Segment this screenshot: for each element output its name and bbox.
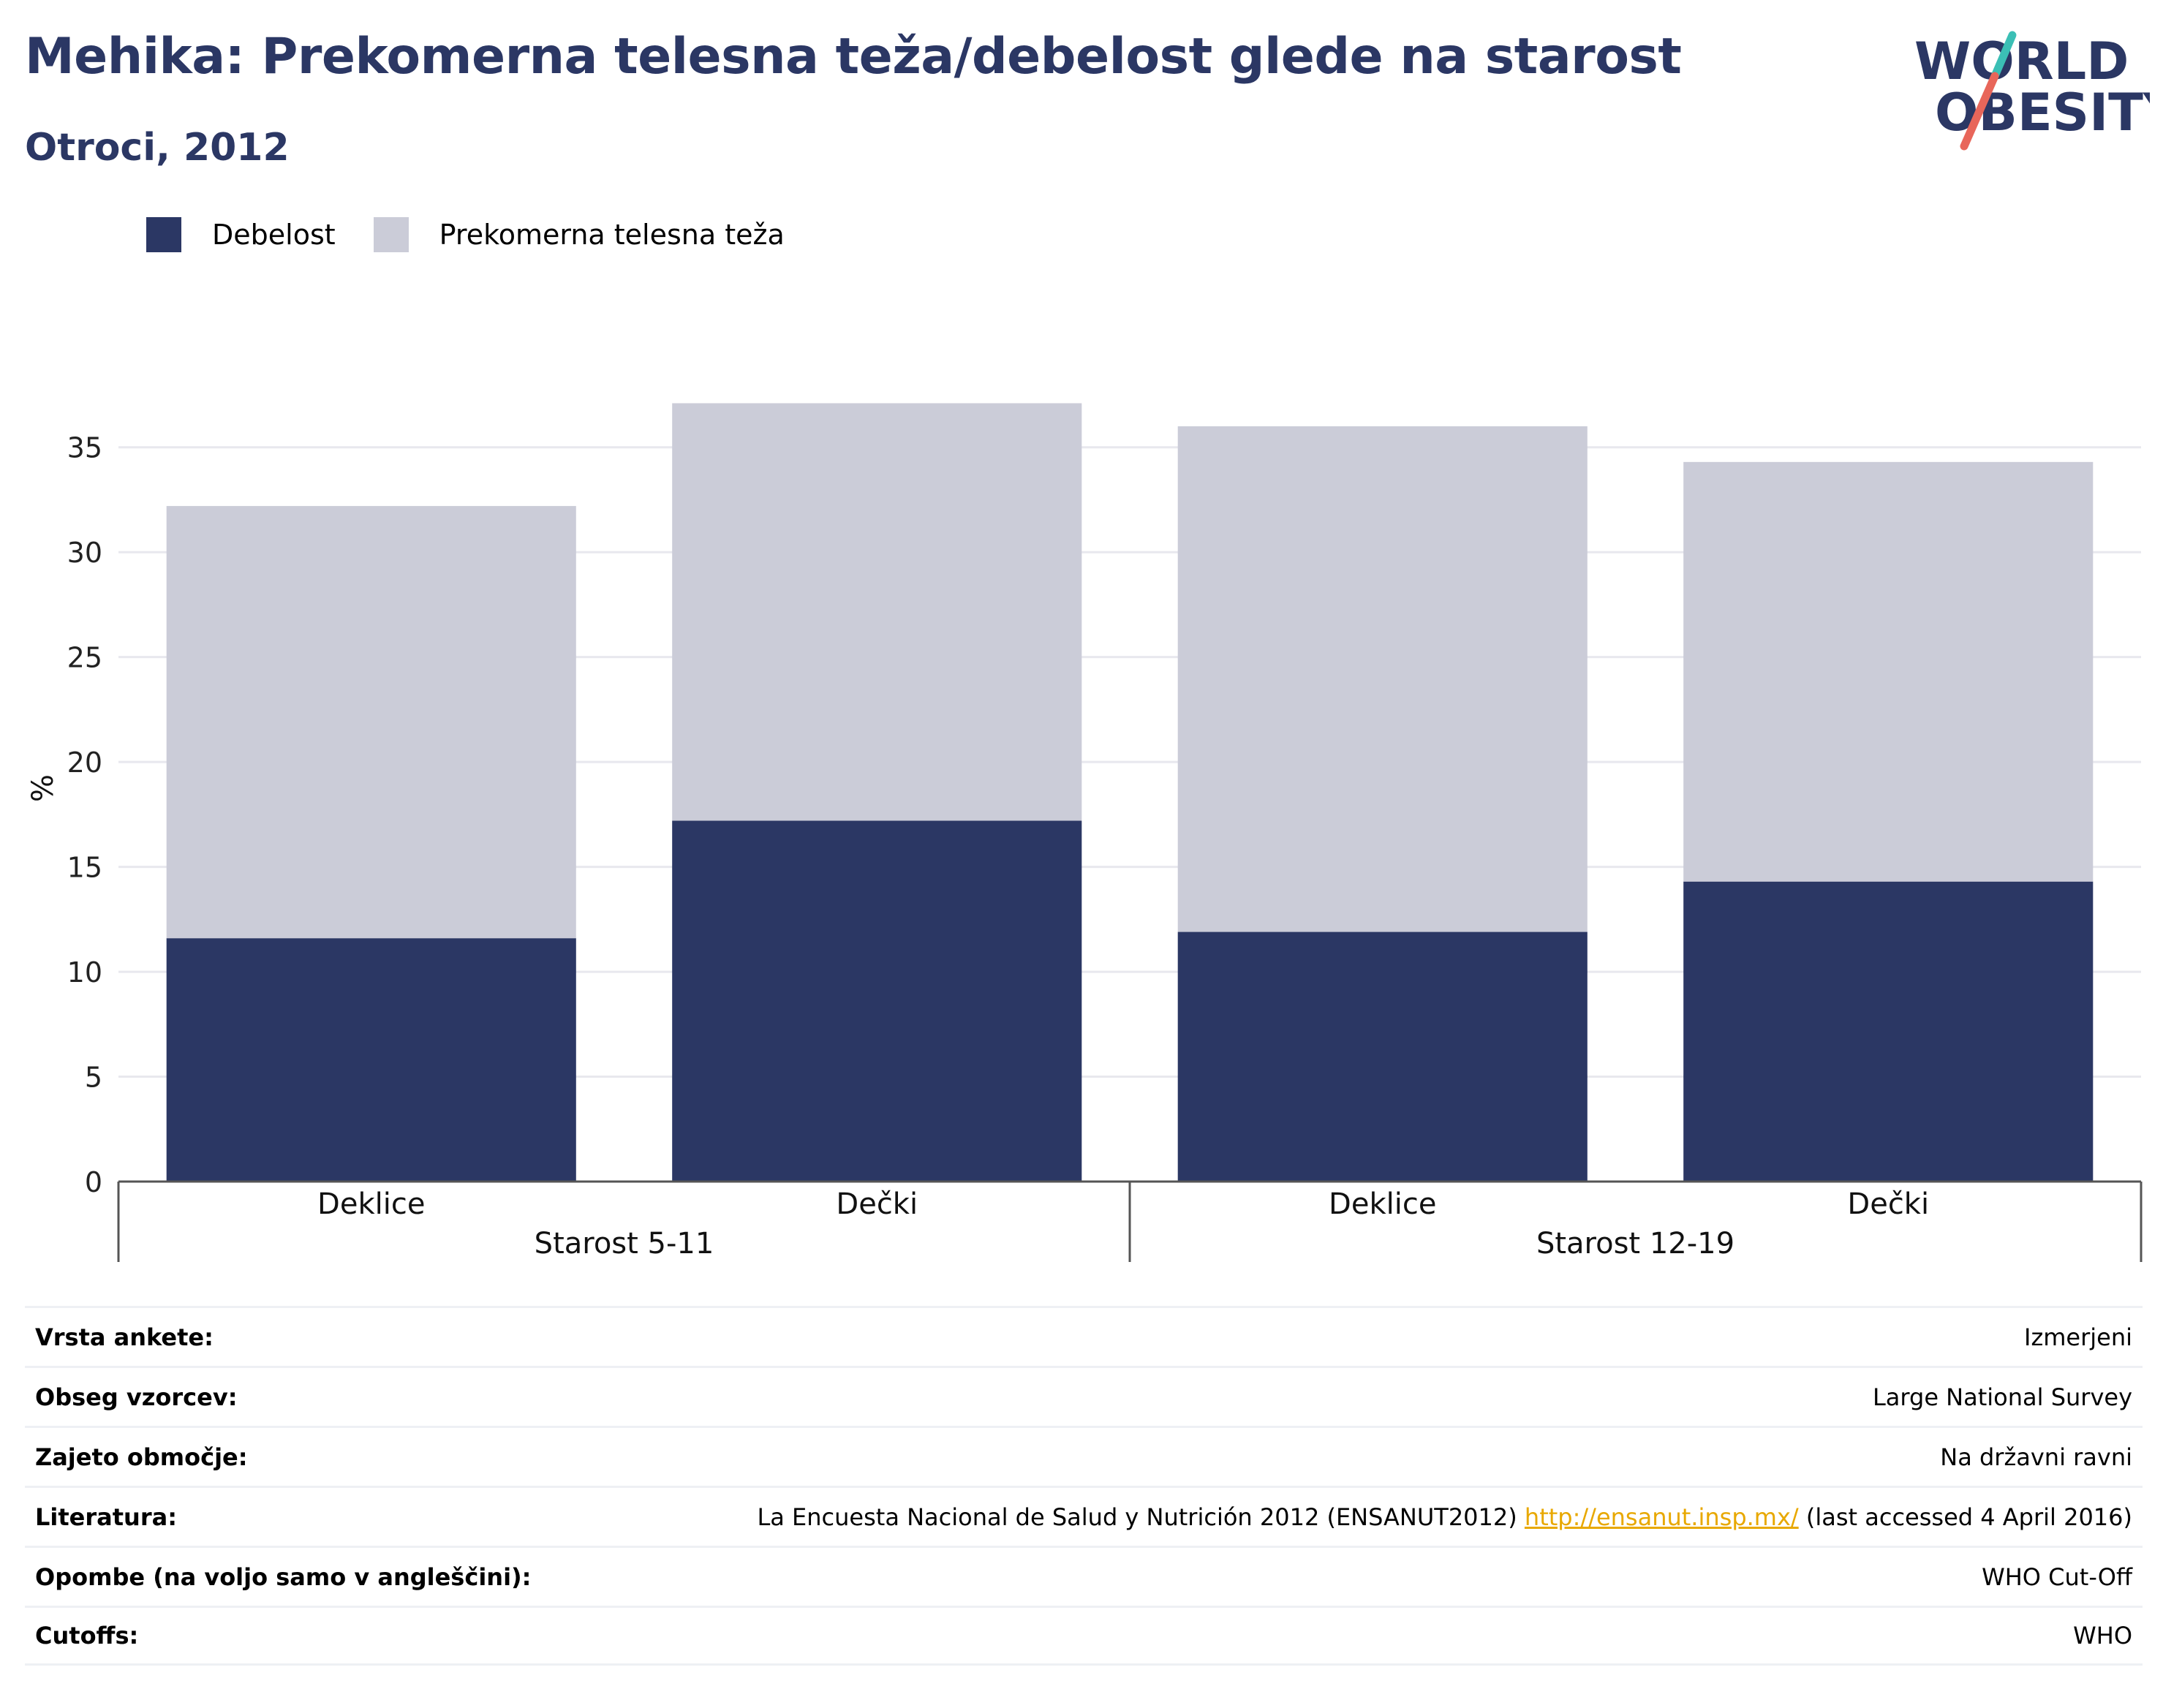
- info-row-survey-type: Vrsta ankete: Izmerjeni: [25, 1306, 2143, 1366]
- info-label: Zajeto območje:: [35, 1443, 248, 1471]
- bar-prekomerna: [1683, 461, 2094, 882]
- info-value-reference: La Encuesta Nacional de Salud y Nutrició…: [757, 1503, 2132, 1531]
- info-label: Literatura:: [35, 1503, 177, 1531]
- bar-debelost: [1177, 932, 1588, 1182]
- legend-item-prekomerna[interactable]: Prekomerna telesna teža: [373, 217, 785, 252]
- info-label: Vrsta ankete:: [35, 1323, 214, 1351]
- bar-debelost: [166, 938, 576, 1182]
- legend-label-prekomerna: Prekomerna telesna teža: [439, 219, 785, 251]
- x-tick-label: Dečki: [1847, 1187, 1929, 1221]
- x-tick-label: Deklice: [317, 1187, 425, 1221]
- reference-accessed: (last accessed 4 April 2016): [1805, 1503, 2132, 1531]
- info-row-cutoffs: Cutoffs: WHO: [25, 1606, 2143, 1666]
- stacked-bar-chart: 0 5 10 15 20 25 30 35% Deklice Dečki Deklice Dečki S…: [26, 403, 2143, 1262]
- legend-swatch-prekomerna: [373, 217, 409, 252]
- bar-debelost: [672, 820, 1082, 1182]
- y-tick-label: 10: [67, 956, 102, 989]
- chart-legend: Debelost Prekomerna telesna teža: [146, 216, 823, 253]
- x-tick-label: Deklice: [1329, 1187, 1436, 1221]
- legend-swatch-debelost: [146, 217, 181, 252]
- y-tick-label: 35: [67, 432, 102, 464]
- y-tick-label: 5: [85, 1062, 102, 1094]
- info-label: Cutoffs:: [35, 1622, 139, 1650]
- y-tick-label: 25: [67, 642, 102, 674]
- logo-slash-bottom: [1960, 72, 1999, 151]
- info-row-notes: Opombe (na voljo samo v angleščini): WHO…: [25, 1546, 2143, 1606]
- legend-label-debelost: Debelost: [212, 219, 336, 251]
- info-value: Na državni ravni: [1940, 1443, 2132, 1471]
- page-subtitle: Otroci, 2012: [25, 126, 290, 170]
- logo-slash-top: [1990, 31, 2017, 80]
- reference-link[interactable]: http://ensanut.insp.mx/: [1524, 1503, 1799, 1531]
- y-tick-label: 15: [67, 852, 102, 884]
- page-title: Mehika: Prekomerna telesna teža/debelost…: [25, 28, 1682, 86]
- reference-text: La Encuesta Nacional de Salud y Nutrició…: [757, 1503, 1517, 1531]
- bar-debelost: [1683, 881, 2094, 1182]
- x-tick-label: Dečki: [836, 1187, 918, 1221]
- bar-prekomerna: [1177, 426, 1588, 932]
- survey-info-table: Vrsta ankete: Izmerjeni Obseg vzorcev: L…: [25, 1306, 2143, 1666]
- group-label: Starost 5-11: [535, 1227, 714, 1261]
- info-label: Obseg vzorcev:: [35, 1383, 238, 1411]
- info-value: Izmerjeni: [2024, 1323, 2132, 1351]
- y-axis-label: %: [26, 774, 60, 802]
- info-row-sample-size: Obseg vzorcev: Large National Survey: [25, 1366, 2143, 1426]
- info-row-coverage: Zajeto območje: Na državni ravni: [25, 1426, 2143, 1486]
- bar-prekomerna: [672, 403, 1082, 821]
- y-tick-label: 30: [67, 537, 102, 569]
- legend-item-debelost[interactable]: Debelost: [146, 217, 336, 252]
- group-label: Starost 12-19: [1536, 1227, 1734, 1261]
- world-obesity-logo: WORLD OBESITY: [1914, 31, 2150, 151]
- info-value: Large National Survey: [1872, 1383, 2132, 1411]
- info-row-reference: Literatura: La Encuesta Nacional de Salu…: [25, 1486, 2143, 1546]
- info-label: Opombe (na voljo samo v angleščini):: [35, 1562, 532, 1591]
- y-tick-label: 0: [85, 1166, 102, 1198]
- info-value: WHO: [2073, 1622, 2132, 1650]
- logo-line-world: WORLD: [1914, 31, 2129, 91]
- bar-prekomerna: [166, 506, 576, 939]
- info-value: WHO Cut-Off: [1982, 1562, 2132, 1591]
- y-tick-label: 20: [67, 747, 102, 779]
